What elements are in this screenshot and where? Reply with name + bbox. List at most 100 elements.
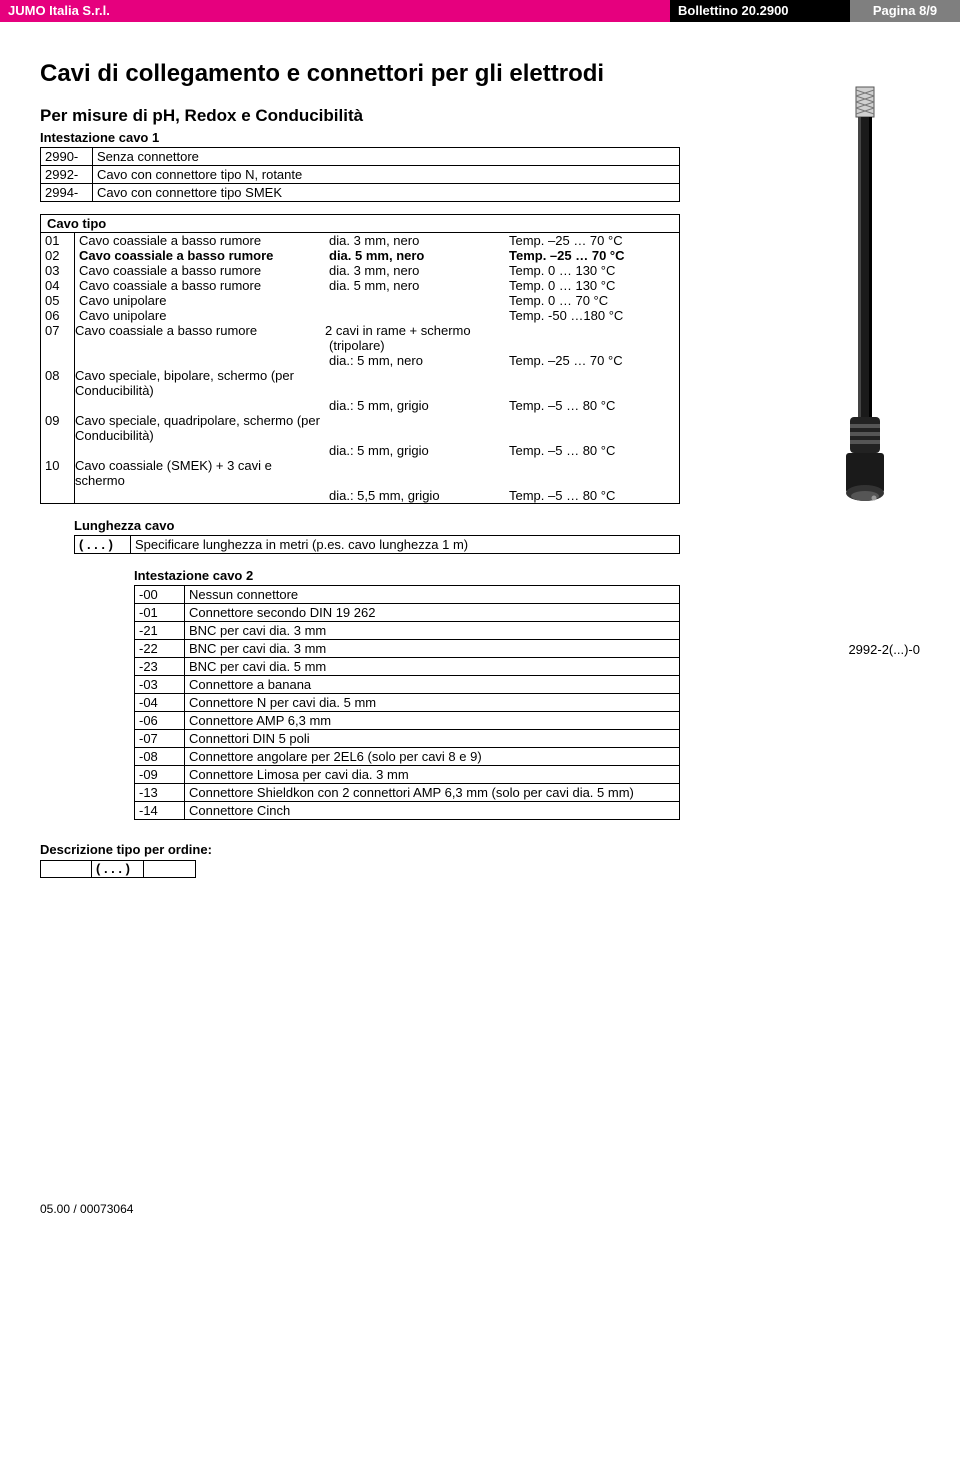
intest2-label: Nessun connettore: [185, 586, 679, 603]
intest2-code: -06: [135, 712, 185, 729]
cavotipo-num: 02: [41, 248, 75, 263]
cavotipo-desc: Cavo coassiale a basso rumoredia. 3 mm, …: [75, 233, 679, 248]
cavotipo-row: 05Cavo unipolareTemp. 0 … 70 °C: [41, 293, 679, 308]
cavotipo-desc: Cavo coassiale (SMEK) + 3 cavi e schermo…: [75, 458, 679, 503]
cavotipo-row: 10Cavo coassiale (SMEK) + 3 cavi e scher…: [41, 458, 679, 503]
cavotipo-num: 07: [41, 323, 75, 368]
descr-box-1: [40, 860, 92, 878]
cavotipo-row: 02Cavo coassiale a basso rumoredia. 5 mm…: [41, 248, 679, 263]
intest2-code: -03: [135, 676, 185, 693]
intest1-row: 2992-Cavo con connettore tipo N, rotante: [40, 165, 680, 183]
intest2-label: Connettore Limosa per cavi dia. 3 mm: [185, 766, 679, 783]
cavotipo-desc: Cavo coassiale a basso rumoredia. 5 mm, …: [75, 278, 679, 293]
intest1-row: 2990-Senza connettore: [40, 147, 680, 165]
intest2-code: -21: [135, 622, 185, 639]
cavotipo-num: 10: [41, 458, 75, 503]
intest2-row: -09Connettore Limosa per cavi dia. 3 mm: [134, 765, 680, 783]
cavotipo-num: 01: [41, 233, 75, 248]
descrizione-heading: Descrizione tipo per ordine:: [40, 842, 920, 857]
header-company: JUMO Italia S.r.l.: [0, 0, 670, 22]
intest1-row: 2994-Cavo con connettore tipo SMEK: [40, 183, 680, 202]
intest1-code: 2990-: [41, 148, 93, 165]
cavotipo-row: 01Cavo coassiale a basso rumoredia. 3 mm…: [41, 233, 679, 248]
intest2-row: -22BNC per cavi dia. 3 mm: [134, 639, 680, 657]
cavotipo-desc: Cavo unipolareTemp. -50 …180 °C: [75, 308, 679, 323]
intest2-label: Connettore Cinch: [185, 802, 679, 819]
intest2-code: -04: [135, 694, 185, 711]
intest2-code: -00: [135, 586, 185, 603]
intest2-label: BNC per cavi dia. 5 mm: [185, 658, 679, 675]
descr-box-2: ( . . . ): [92, 860, 144, 878]
intest2-label: Connettori DIN 5 poli: [185, 730, 679, 747]
intest2-heading: Intestazione cavo 2: [134, 568, 920, 583]
cavotipo-desc: Cavo coassiale a basso rumore2 cavi in r…: [75, 323, 679, 368]
intest1-code: 2994-: [41, 184, 93, 201]
intest2-row: -03Connettore a banana: [134, 675, 680, 693]
intest2-code: -23: [135, 658, 185, 675]
intest2-label: Connettore a banana: [185, 676, 679, 693]
descrizione-ordine: Descrizione tipo per ordine: ( . . . ): [40, 842, 920, 878]
cavotipo-num: 06: [41, 308, 75, 323]
page-body: Cavi di collegamento e connettori per gl…: [0, 22, 960, 898]
intest1-label: Senza connettore: [93, 148, 679, 165]
intest2-row: -23BNC per cavi dia. 5 mm: [134, 657, 680, 675]
intest1-table: 2990-Senza connettore2992-Cavo con conne…: [40, 147, 680, 202]
intest2-row: -00Nessun connettore: [134, 585, 680, 603]
intest1-label: Cavo con connettore tipo SMEK: [93, 184, 679, 201]
lunghezza-code: ( . . . ): [75, 536, 131, 553]
cavotipo-table: Cavo tipo 01Cavo coassiale a basso rumor…: [40, 214, 680, 504]
intest2-row: -21BNC per cavi dia. 3 mm: [134, 621, 680, 639]
cable-illustration: [810, 82, 920, 525]
lunghezza-heading: Lunghezza cavo: [74, 518, 920, 533]
cavotipo-heading: Cavo tipo: [41, 215, 679, 233]
intest1-heading: Intestazione cavo 1: [40, 130, 920, 145]
cavotipo-row: 08Cavo speciale, bipolare, schermo (per …: [41, 368, 679, 413]
header-bar: JUMO Italia S.r.l. Bollettino 20.2900 Pa…: [0, 0, 960, 22]
cavotipo-desc: Cavo coassiale a basso rumoredia. 5 mm, …: [75, 248, 679, 263]
lunghezza-label: Specificare lunghezza in metri (p.es. ca…: [131, 536, 679, 553]
lunghezza-section: Lunghezza cavo ( . . . ) Specificare lun…: [74, 518, 920, 554]
intest2-label: Connettore AMP 6,3 mm: [185, 712, 679, 729]
cavotipo-num: 08: [41, 368, 75, 413]
intest2-label: BNC per cavi dia. 3 mm: [185, 622, 679, 639]
intest2-code: -01: [135, 604, 185, 621]
cavotipo-desc: Cavo unipolareTemp. 0 … 70 °C: [75, 293, 679, 308]
intest2-row: -06Connettore AMP 6,3 mm: [134, 711, 680, 729]
cavotipo-desc: Cavo coassiale a basso rumoredia. 3 mm, …: [75, 263, 679, 278]
intest2-label: BNC per cavi dia. 3 mm: [185, 640, 679, 657]
cavotipo-num: 09: [41, 413, 75, 458]
intest2-code: -09: [135, 766, 185, 783]
intest2-code: -22: [135, 640, 185, 657]
header-bulletin: Bollettino 20.2900: [670, 0, 850, 22]
intest2-label: Connettore secondo DIN 19 262: [185, 604, 679, 621]
cavotipo-row: 03Cavo coassiale a basso rumoredia. 3 mm…: [41, 263, 679, 278]
cavotipo-row: 09Cavo speciale, quadripolare, schermo (…: [41, 413, 679, 458]
intest2-label: Connettore N per cavi dia. 5 mm: [185, 694, 679, 711]
header-page: Pagina 8/9: [850, 0, 960, 22]
cavotipo-num: 04: [41, 278, 75, 293]
intest2-label: Connettore angolare per 2EL6 (solo per c…: [185, 748, 679, 765]
intest2-row: -07Connettori DIN 5 poli: [134, 729, 680, 747]
descr-box-3: [144, 860, 196, 878]
intest2-label: Connettore Shieldkon con 2 connettori AM…: [185, 784, 679, 801]
intest2-row: -04Connettore N per cavi dia. 5 mm: [134, 693, 680, 711]
intest2-code: -07: [135, 730, 185, 747]
intest2-row: -08Connettore angolare per 2EL6 (solo pe…: [134, 747, 680, 765]
cavotipo-row: 06Cavo unipolareTemp. -50 …180 °C: [41, 308, 679, 323]
intest2-section: Intestazione cavo 2 -00Nessun connettore…: [134, 568, 920, 820]
cavotipo-row: 07Cavo coassiale a basso rumore2 cavi in…: [41, 323, 679, 368]
cavotipo-desc: Cavo speciale, quadripolare, schermo (pe…: [75, 413, 679, 458]
intest2-code: -14: [135, 802, 185, 819]
intest1-label: Cavo con connettore tipo N, rotante: [93, 166, 679, 183]
cavotipo-desc: Cavo speciale, bipolare, schermo (per Co…: [75, 368, 679, 413]
intest2-row: -13Connettore Shieldkon con 2 connettori…: [134, 783, 680, 801]
intest2-code: -08: [135, 748, 185, 765]
intest1-code: 2992-: [41, 166, 93, 183]
intest2-row: -14Connettore Cinch: [134, 801, 680, 820]
cavotipo-num: 05: [41, 293, 75, 308]
page-subtitle: Per misure di pH, Redox e Conducibilità: [40, 106, 920, 126]
side-code: 2992-2(...)-0: [848, 642, 920, 657]
footer-code: 05.00 / 00073064: [0, 1198, 960, 1226]
cavotipo-num: 03: [41, 263, 75, 278]
intest2-code: -13: [135, 784, 185, 801]
